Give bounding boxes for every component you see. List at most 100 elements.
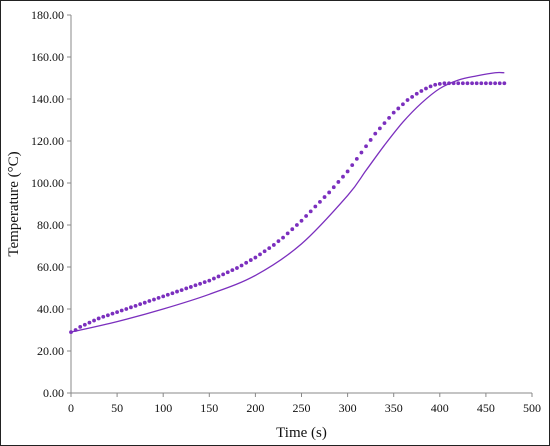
series-point <box>322 195 327 199</box>
series-point <box>433 82 438 87</box>
x-tick-label: 50 <box>111 401 123 415</box>
series-point <box>188 285 193 289</box>
series-point <box>336 180 341 184</box>
series-point <box>410 95 415 99</box>
series-point <box>239 263 244 268</box>
series-point <box>401 102 405 107</box>
series-point <box>87 320 92 325</box>
series-point <box>202 280 207 285</box>
series-point <box>341 174 345 179</box>
series-point <box>368 138 373 142</box>
series-point <box>92 318 96 323</box>
series-point <box>207 278 212 283</box>
series-point <box>447 81 451 86</box>
y-tick-label: 120.00 <box>31 134 64 148</box>
series-point <box>119 308 124 313</box>
series-point <box>69 330 73 334</box>
series-point <box>285 231 290 236</box>
series-point <box>96 316 101 321</box>
series-point <box>225 270 230 275</box>
series-point <box>82 322 87 327</box>
x-tick-label: 200 <box>246 401 264 415</box>
series-point <box>350 163 355 168</box>
series-point <box>281 235 285 240</box>
series-point <box>230 268 235 273</box>
series-point <box>419 89 424 93</box>
series-point <box>198 281 202 286</box>
series-point <box>299 218 304 223</box>
series-point <box>142 300 147 305</box>
x-tick-label: 100 <box>154 401 172 415</box>
y-tick-label: 80.00 <box>37 218 64 232</box>
x-tick-label: 150 <box>200 401 218 415</box>
y-tick-label: 40.00 <box>37 302 64 316</box>
series-point <box>364 144 368 149</box>
axes: 0.00 20.00 40.00 60.00 80.00 100.00 120.00 140.… <box>31 8 541 415</box>
y-tick-label: 140.00 <box>31 92 64 106</box>
x-tick-label: 0 <box>68 401 74 415</box>
series-point <box>124 307 129 311</box>
y-axis-title: Temperature (°C) <box>6 151 22 256</box>
series-point <box>456 81 461 86</box>
series-point <box>313 204 318 209</box>
series-point <box>451 81 456 86</box>
series-point <box>396 106 401 111</box>
series-point <box>78 324 83 329</box>
series-point <box>147 299 152 303</box>
series-point <box>424 86 428 91</box>
series-point <box>484 81 488 86</box>
x-tick-label: 350 <box>385 401 403 415</box>
series-point <box>290 227 295 232</box>
x-tick-label: 250 <box>293 401 311 415</box>
series-point <box>152 297 156 302</box>
series-point <box>262 249 267 254</box>
series-point <box>488 81 493 86</box>
y-tick-label: 160.00 <box>31 50 64 64</box>
x-tick-label: 500 <box>523 401 541 415</box>
series-point <box>170 291 175 296</box>
series-point <box>331 185 336 190</box>
series-point <box>308 209 313 214</box>
x-tick-label: 300 <box>339 401 357 415</box>
series-point <box>244 260 249 265</box>
series-point <box>129 305 133 310</box>
series-point <box>216 274 221 279</box>
series-point <box>193 283 198 288</box>
y-tick-label: 60.00 <box>37 260 64 274</box>
series-line <box>70 71 505 333</box>
series-point <box>304 214 309 218</box>
series-layer <box>69 71 507 334</box>
series-point <box>470 81 474 86</box>
series-point <box>318 200 322 204</box>
series-point <box>221 272 226 277</box>
series-point <box>179 288 184 292</box>
series-point <box>493 81 498 86</box>
series-point <box>271 243 276 247</box>
y-tick-label: 180.00 <box>31 8 64 22</box>
y-tick-label: 20.00 <box>37 344 64 358</box>
series-point <box>437 81 442 86</box>
series-point <box>212 276 216 281</box>
series-point <box>248 258 253 262</box>
x-tick-label: 450 <box>477 401 495 415</box>
series-point <box>474 81 479 86</box>
series-point <box>175 289 179 294</box>
series-point <box>373 131 378 136</box>
series-point <box>294 223 299 227</box>
series-point <box>161 294 166 299</box>
series-point <box>502 81 507 86</box>
series-point <box>115 310 119 315</box>
series-point <box>391 110 396 115</box>
y-tick-label: 100.00 <box>31 176 64 190</box>
series-point <box>442 81 447 86</box>
x-tick-label: 400 <box>431 401 449 415</box>
series-point <box>105 313 110 318</box>
series-point <box>133 303 138 308</box>
series-point <box>327 190 332 195</box>
series-point <box>276 239 281 244</box>
series-point <box>101 314 106 319</box>
series-point <box>465 81 470 86</box>
series-point <box>110 311 115 316</box>
